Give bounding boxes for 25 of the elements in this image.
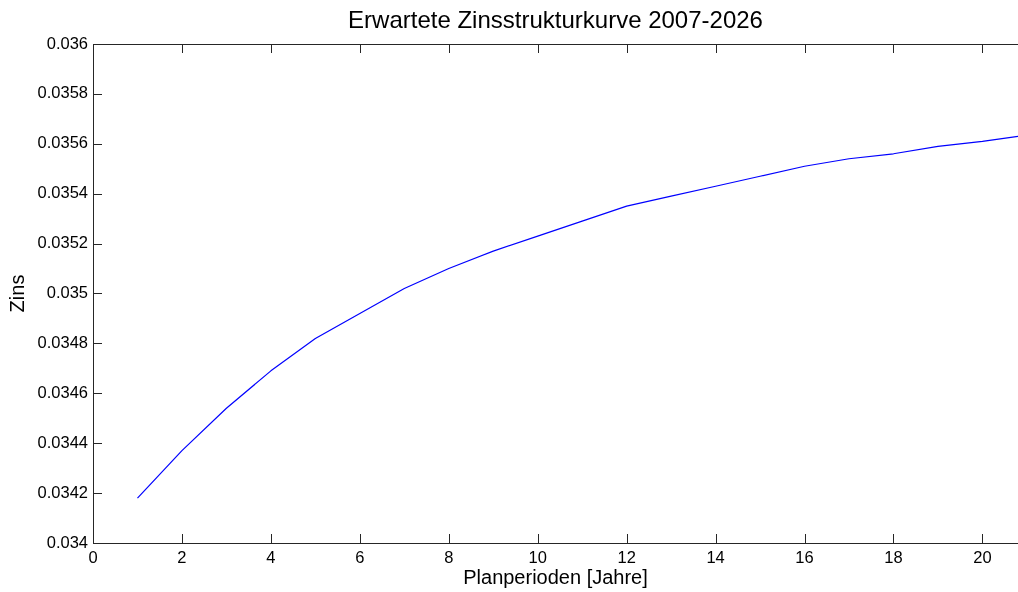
x-tick-label: 8 <box>444 548 454 567</box>
y-tick-label: 0.0342 <box>37 482 88 501</box>
y-tick-label: 0.034 <box>46 532 88 551</box>
x-tick-label: 2 <box>177 548 187 567</box>
x-tick-label: 6 <box>355 548 365 567</box>
y-tick-label: 0.0354 <box>37 183 88 202</box>
y-tick-label: 0.0352 <box>37 233 88 252</box>
y-tick-label: 0.0358 <box>37 83 88 102</box>
x-tick-label: 12 <box>617 548 636 567</box>
x-tick-label: 4 <box>266 548 276 567</box>
x-tick-label: 0 <box>88 548 98 567</box>
y-tick-label: 0.0346 <box>37 382 88 401</box>
y-tick-label: 0.036 <box>46 33 88 52</box>
y-tick-label: 0.0348 <box>37 332 88 351</box>
y-tick-label: 0.035 <box>46 283 88 302</box>
x-tick-label: 18 <box>884 548 903 567</box>
x-tick-label: 16 <box>795 548 814 567</box>
y-tick-label: 0.0344 <box>37 432 88 451</box>
chart-title: Erwartete Zinsstrukturkurve 2007-2026 <box>348 6 763 34</box>
x-axis-title: Planperioden [Jahre] <box>463 565 648 588</box>
y-tick-label: 0.0356 <box>37 133 88 152</box>
x-tick-label: 20 <box>973 548 992 567</box>
x-tick-label: 10 <box>528 548 547 567</box>
y-axis-title: Zins <box>6 274 29 313</box>
x-tick-label: 14 <box>706 548 725 567</box>
